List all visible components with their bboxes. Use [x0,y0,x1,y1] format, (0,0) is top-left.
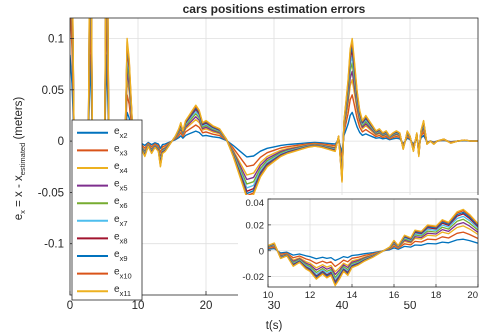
x-axis-label: t(s) [266,320,283,332]
chart-title: cars positions estimation errors [183,2,366,16]
x-tick-label: 40 [336,300,349,312]
inset-series-line-x4 [268,225,478,273]
inset-plot-area [268,199,478,287]
inset-x-tick-label: 10 [263,290,274,301]
y-tick-label: 0 [58,136,64,148]
x-tick-label: 20 [200,300,213,312]
inset-series-lines [268,208,478,287]
x-tick-label: 10 [132,300,145,312]
x-tick-label: 0 [67,300,73,312]
y-tick-label: -0.1 [44,239,64,251]
inset-y-tick-label: 0.04 [246,198,265,209]
y-tick-label: 0.1 [48,34,64,46]
legend-entry-x8: ex8 [114,231,127,245]
inset-y-tick-label: -0.02 [242,272,264,283]
legend-entry-x7: ex7 [114,214,127,228]
inset-x-tick-label: 12 [305,290,316,301]
legend-entry-x3: ex3 [114,143,127,157]
inset-axes-frame [267,198,479,288]
inset-x-tick-label: 14 [347,290,358,301]
y-axis-label: ex = x - xestimated (meters) [13,97,27,221]
inset-series-line-x11 [268,208,478,287]
y-tick-label: 0.05 [42,85,64,97]
inset-x-tick-label: 16 [389,290,400,301]
inset-series-line-x2 [268,238,478,262]
legend-entry-x6: ex6 [114,196,127,210]
inset-series-line-x5 [268,221,478,276]
inset-series-line-x6 [268,218,478,278]
inset-y-tick-label: 0.02 [246,220,265,231]
inset-x-tick-label: 20 [467,290,478,301]
x-tick-label: 30 [268,300,281,312]
legend-entry-x9: ex9 [114,249,127,263]
legend-entry-x2: ex2 [114,126,127,140]
inset-y-tick-label: 0 [259,246,264,257]
legend-entry-x5: ex5 [114,179,127,193]
x-tick-label: 50 [404,300,417,312]
inset-x-tick-label: 18 [431,290,442,301]
legend-entry-x4: ex4 [114,161,127,175]
y-tick-label: -0.05 [38,187,64,199]
inset-series-line-x3 [268,231,478,268]
legend-entry-x11: ex11 [114,284,131,298]
inset-chart: 10 12 14 16 18 20 -0.02 0 0.02 0.04 [238,195,480,301]
legend-entry-x10: ex10 [114,267,132,281]
legend: ex2 ex3 ex4 ex5 ex6 ex7 ex8 ex9 ex10 ex11 [71,119,143,301]
